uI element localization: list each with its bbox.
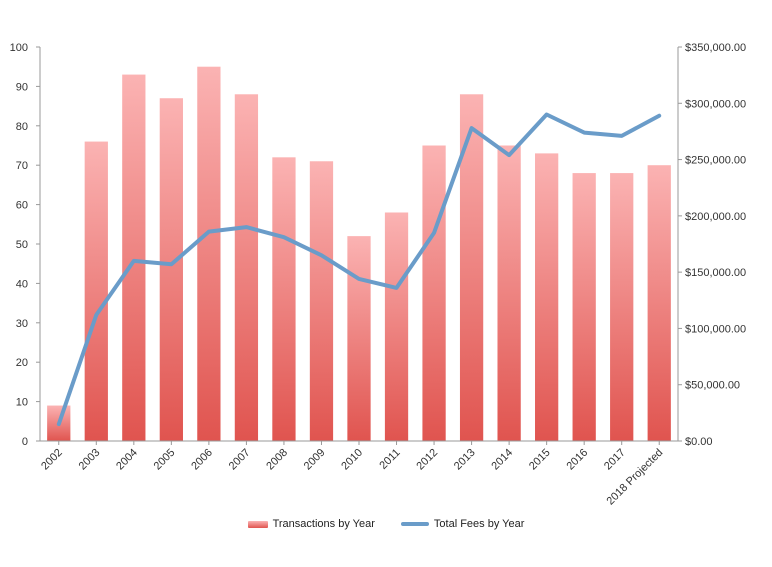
bar-2017 [610,173,634,441]
left-tick-label: 50 [16,239,28,251]
bar-2013 [459,94,484,441]
right-tick-label: $350,000.00 [685,42,746,54]
left-tick-label: 100 [10,42,28,54]
legend-swatch-bar [247,520,268,528]
bar-2003 [84,141,108,441]
x-tick-label: 2003 [77,447,103,473]
right-tick-label: $50,000.00 [685,380,740,392]
x-tick-label: 2008 [264,447,290,473]
x-tick-label: 2014 [489,447,515,473]
left-tick-label: 30 [16,318,28,330]
left-tick-label: 60 [16,200,28,212]
legend-item-transactions: Transactions by Year [247,518,375,530]
bar-2004 [122,74,146,441]
right-tick-label: $150,000.00 [685,267,746,279]
x-tick-label: 2007 [227,447,253,473]
legend-item-fees: Total Fees by Year [400,518,525,530]
legend-label-fees: Total Fees by Year [433,518,525,530]
bar-2016 [572,173,596,441]
left-tick-label: 10 [16,397,28,409]
line-series [56,112,662,427]
bar-2006 [197,66,221,441]
left-tick-label: 40 [16,278,28,290]
left-tick-label: 0 [22,436,28,448]
x-tick-label: 2015 [527,447,553,473]
bar-2009 [309,161,334,441]
right-tick-label: $300,000.00 [685,98,746,110]
bar-2008 [272,157,296,441]
bar-2014 [497,145,521,441]
legend: Transactions by Year Total Fees by Year [0,518,772,530]
bar-2005 [159,98,183,441]
x-tick-label: 2009 [302,447,328,473]
bar-2011 [384,212,409,441]
bar-2010 [347,236,371,441]
x-tick-label: 2010 [339,447,365,473]
right-tick-label: $250,000.00 [685,155,746,167]
x-tick-label: 2011 [377,447,402,472]
x-tick-label: 2016 [564,447,590,473]
x-tick-label: 2005 [152,447,178,473]
left-tick-label: 90 [16,81,28,93]
bar-2007 [234,94,259,441]
legend-label-transactions: Transactions by Year [272,518,375,530]
x-tick-label: 2017 [602,447,628,473]
x-tick-label: 2013 [452,447,478,473]
bar-series [47,66,671,441]
left-axis-ticks: 0 10 20 30 40 50 60 70 80 90 100 [10,42,40,448]
x-tick-label: 2004 [114,447,140,473]
x-tick-label: 2006 [189,447,215,473]
right-axis-ticks: $0.00 $50,000.00 $100,000.00 $150,000.00 $20… [678,42,746,448]
fees-line [56,112,662,427]
x-axis-ticks: 2002 2003 2004 2005 2006 2007 2008 2009 2010 2011… [39,441,665,507]
right-tick-label: $100,000.00 [685,323,746,335]
x-tick-label: 2012 [414,447,440,473]
x-tick-label: 2002 [39,447,65,473]
bar-2012 [422,145,446,441]
bar-2018-projected [647,165,671,441]
bar-2015 [535,153,559,441]
right-tick-label: $0.00 [685,436,713,448]
left-tick-label: 20 [16,357,28,369]
right-tick-label: $200,000.00 [685,211,746,223]
legend-swatch-line [400,522,429,526]
left-tick-label: 80 [16,121,28,133]
left-tick-label: 70 [16,160,28,172]
